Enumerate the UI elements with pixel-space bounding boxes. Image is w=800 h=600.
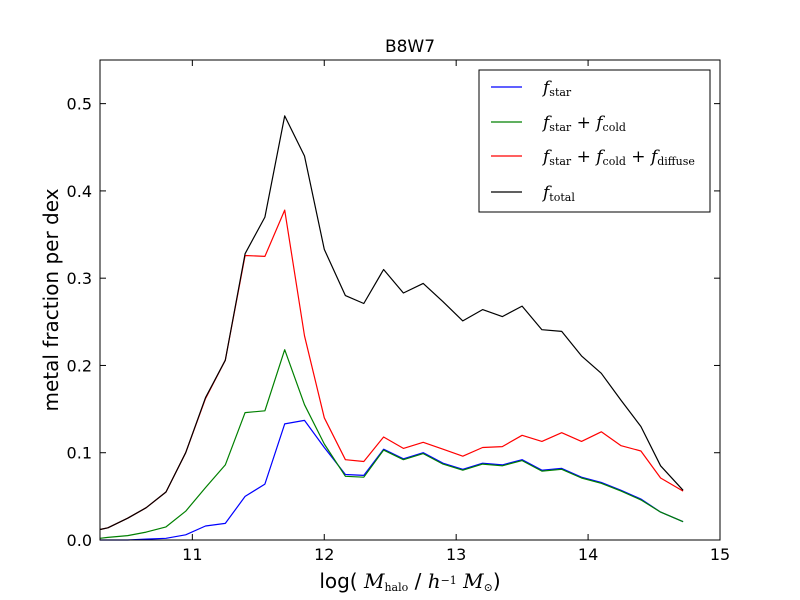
label-part: total bbox=[549, 191, 575, 204]
series-line-0 bbox=[100, 419, 684, 541]
series-line-3 bbox=[99, 115, 684, 531]
x-axis-label: log( Mhalo / h−1 M⊙) bbox=[319, 569, 500, 594]
label-part: f bbox=[594, 147, 605, 167]
x-tick-label: 15 bbox=[710, 545, 730, 564]
series-layer bbox=[99, 115, 684, 541]
chart-title: B8W7 bbox=[385, 37, 435, 57]
label-part: star bbox=[549, 155, 572, 168]
label-part: M bbox=[363, 569, 385, 593]
label-part: halo bbox=[384, 581, 408, 594]
label-part: h bbox=[428, 569, 441, 593]
label-part: star bbox=[549, 121, 572, 134]
y-tick-label: 0.0 bbox=[67, 531, 92, 550]
label-part: cold bbox=[603, 155, 626, 168]
x-tick-label: 11 bbox=[182, 545, 202, 564]
label-part: f bbox=[541, 147, 552, 167]
x-tick-label: 14 bbox=[578, 545, 598, 564]
label-part: + bbox=[571, 147, 596, 167]
legend-box bbox=[478, 69, 711, 213]
label-part: log( bbox=[319, 569, 364, 593]
label-part: f bbox=[541, 183, 552, 203]
plot-frame bbox=[99, 59, 721, 541]
y-tick-label: 0.3 bbox=[67, 269, 92, 288]
tick-layer: 11 12 13 14 15 0.0 0.1 0.2 0.3 0.4 0.5 bbox=[67, 60, 730, 564]
label-part: f bbox=[541, 78, 552, 98]
label-part: ⊙ bbox=[484, 581, 493, 594]
legend-entry-0: fstar bbox=[541, 78, 572, 99]
label-part: star bbox=[549, 86, 572, 99]
label-part: + bbox=[626, 147, 651, 167]
y-tick-label: 0.4 bbox=[67, 182, 92, 201]
label-part: cold bbox=[603, 121, 626, 134]
label-part: M bbox=[457, 569, 484, 593]
legend-entry-3: ftotal bbox=[541, 183, 575, 204]
label-part: −1 bbox=[441, 574, 457, 587]
label-part: + bbox=[571, 113, 596, 133]
x-tick-label: 12 bbox=[314, 545, 334, 564]
label-part: f bbox=[649, 147, 660, 167]
y-tick-label: 0.1 bbox=[67, 444, 92, 463]
series-line-1 bbox=[99, 349, 684, 539]
y-tick-label: 0.5 bbox=[67, 95, 92, 114]
label-part: f bbox=[594, 113, 605, 133]
label-part: diffuse bbox=[657, 155, 695, 168]
label-part: ) bbox=[493, 569, 501, 593]
legend-entry-1: fstar + fcold bbox=[541, 113, 626, 134]
label-part: / bbox=[408, 569, 427, 593]
x-tick-label: 13 bbox=[446, 545, 466, 564]
y-axis-label: metal fraction per dex bbox=[39, 188, 63, 411]
legend-entry-2: fstar + fcold + fdiffuse bbox=[541, 147, 695, 168]
label-part: f bbox=[541, 113, 552, 133]
y-tick-label: 0.2 bbox=[67, 356, 92, 375]
